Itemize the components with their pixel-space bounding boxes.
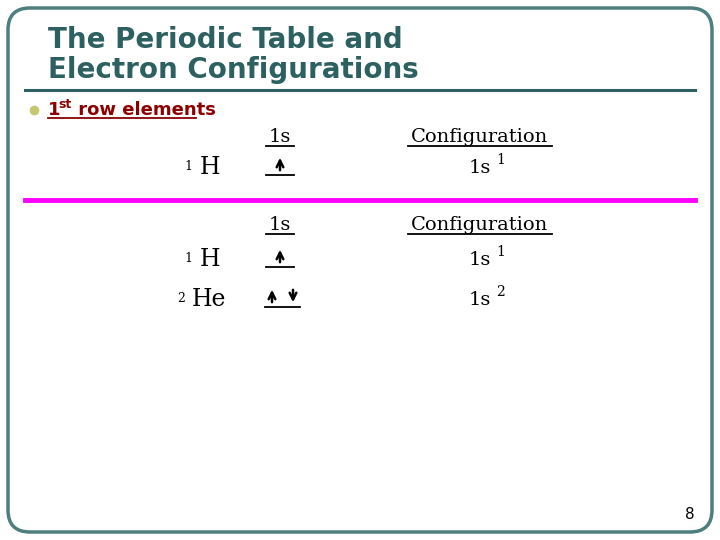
- Text: 2: 2: [496, 285, 505, 299]
- FancyBboxPatch shape: [8, 8, 712, 532]
- Text: The Periodic Table and: The Periodic Table and: [48, 26, 402, 54]
- Text: H: H: [200, 157, 220, 179]
- Text: Electron Configurations: Electron Configurations: [48, 56, 419, 84]
- Text: 1s: 1s: [469, 159, 491, 177]
- Text: st: st: [58, 98, 71, 111]
- Text: 1: 1: [496, 153, 505, 167]
- Text: H: H: [200, 248, 220, 272]
- Text: 2: 2: [177, 292, 185, 305]
- Text: Configuration: Configuration: [411, 128, 549, 146]
- Text: 1s: 1s: [469, 291, 491, 309]
- Text: He: He: [192, 288, 227, 312]
- Text: 1s: 1s: [269, 216, 291, 234]
- Text: row elements: row elements: [72, 101, 216, 119]
- Text: 1: 1: [184, 159, 192, 172]
- Text: 1s: 1s: [469, 251, 491, 269]
- Text: Configuration: Configuration: [411, 216, 549, 234]
- Text: 1: 1: [48, 101, 60, 119]
- Text: 1: 1: [184, 252, 192, 265]
- Text: 8: 8: [685, 507, 695, 522]
- Text: 1s: 1s: [269, 128, 291, 146]
- Text: 1: 1: [496, 245, 505, 259]
